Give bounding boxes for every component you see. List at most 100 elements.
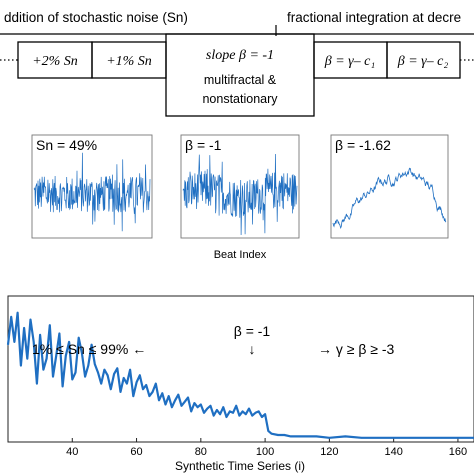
main-chart-point: [441, 437, 443, 439]
main-chart-point: [126, 383, 128, 385]
main-chart-point: [152, 391, 154, 393]
main-chart-point: [68, 341, 70, 343]
main-chart-point: [248, 408, 250, 410]
header-right-text: fractional integration at decre: [287, 10, 461, 25]
main-chart-point: [161, 392, 163, 394]
main-chart-point: [81, 352, 83, 354]
main-chart-point: [206, 408, 208, 410]
x-tick-label: 160: [449, 446, 467, 458]
x-tick-label: 40: [66, 446, 78, 458]
main-chart-point: [225, 416, 228, 418]
main-chart-point: [203, 412, 205, 414]
main-chart-point: [113, 373, 115, 375]
main-chart-point: [344, 435, 347, 438]
example-panel-1: Sn = 49%: [31, 134, 153, 239]
main-chart-point: [216, 409, 218, 411]
main-chart-point: [270, 433, 273, 435]
annotation-beta-label: β = -1: [234, 323, 271, 339]
box-plus2-sn-label: +2% Sn: [32, 54, 78, 69]
main-chart-point: [261, 416, 263, 418]
annotation-sn-range: 1% ≤ Sn ≤ 99% ←: [32, 341, 146, 357]
main-chart-point: [84, 376, 86, 378]
main-chart-point: [242, 410, 244, 413]
example-panel-1-signal: [33, 152, 151, 232]
example-panel-2-signal: [182, 153, 298, 236]
x-tick-label: 60: [130, 446, 142, 458]
example-panel-2-label: β = -1: [185, 137, 222, 153]
main-chart-point: [245, 413, 247, 415]
main-chart-point: [155, 383, 157, 385]
box-slope-sublabel-1: multifractal &: [204, 73, 277, 87]
main-chart-point: [33, 341, 35, 343]
main-chart-point: [20, 364, 22, 367]
main-chart-point: [17, 312, 19, 314]
main-chart-point: [45, 357, 48, 360]
box-slope-sublabel-2: nonstationary: [202, 92, 278, 106]
main-chart-point: [13, 341, 16, 343]
box-plus1-sn-label: +1% Sn: [106, 54, 152, 69]
main-chart-xlabel: Synthetic Time Series (i): [175, 459, 305, 473]
main-chart-point: [315, 435, 318, 438]
main-chart-point: [62, 385, 64, 387]
box-beta-c2: [386, 41, 461, 79]
main-chart-point: [71, 378, 73, 381]
main-chart-point: [132, 395, 134, 397]
main-chart-point: [264, 413, 266, 415]
main-chart: 40 60 80 100 120 140 160 1% ≤ Sn ≤ 99% ← β = -…: [6, 295, 474, 473]
main-chart-point: [164, 403, 167, 406]
main-chart-point: [219, 413, 221, 415]
main-chart-point: [42, 369, 44, 371]
main-chart-point: [232, 412, 234, 414]
x-tick-label: 80: [195, 446, 207, 458]
main-chart-point: [360, 437, 363, 439]
main-chart-point: [197, 406, 199, 408]
example-panel-1-frame: [31, 134, 153, 239]
main-chart-point: [376, 437, 379, 439]
main-chart-point: [110, 388, 112, 390]
main-chart-point: [100, 383, 102, 385]
example-panel-3-label: β = -1.62: [335, 137, 391, 153]
main-chart-point: [52, 376, 54, 378]
main-chart-point: [168, 395, 170, 397]
annotation-down-arrow: ↓: [249, 341, 256, 357]
main-chart-point: [171, 406, 173, 408]
main-chart-point: [251, 414, 253, 417]
header-left-text: ddition of stochastic noise (Sn): [4, 10, 188, 25]
main-chart-point: [36, 383, 38, 385]
main-chart-point: [87, 364, 89, 367]
main-chart-point: [78, 337, 80, 339]
main-chart-point: [10, 316, 12, 318]
main-chart-point: [425, 437, 427, 439]
x-tick-label: 120: [320, 446, 338, 458]
main-chart-point: [328, 437, 330, 439]
main-chart-point: [393, 437, 395, 439]
main-chart-point: [29, 319, 32, 321]
main-chart-point: [129, 369, 131, 371]
main-chart-point: [277, 434, 279, 436]
example-panel-3-frame: [330, 134, 449, 239]
main-chart-point: [119, 391, 122, 393]
main-chart-point: [213, 414, 215, 417]
main-chart-point: [457, 437, 459, 439]
example-panel-3: β = -1.62: [330, 134, 449, 239]
main-chart-point: [267, 430, 269, 432]
main-chart-point: [409, 437, 411, 439]
main-chart-point: [283, 434, 285, 436]
box-slope-label: slope β = -1: [206, 48, 274, 63]
main-chart-point: [90, 344, 93, 346]
main-chart-points: [7, 312, 474, 439]
main-chart-frame: [7, 295, 474, 443]
main-chart-point: [180, 405, 183, 407]
main-chart-point: [139, 374, 141, 376]
main-chart-point: [238, 414, 240, 417]
main-chart-point: [177, 394, 179, 396]
main-chart-point: [58, 332, 61, 335]
main-chart-point: [200, 403, 202, 406]
main-chart-point: [148, 395, 151, 397]
main-chart-point: [94, 363, 96, 365]
main-chart-point: [55, 355, 57, 357]
example-panel-2: β = -1: [180, 134, 300, 239]
main-chart-point: [193, 402, 195, 404]
main-chart-point: [306, 435, 308, 438]
